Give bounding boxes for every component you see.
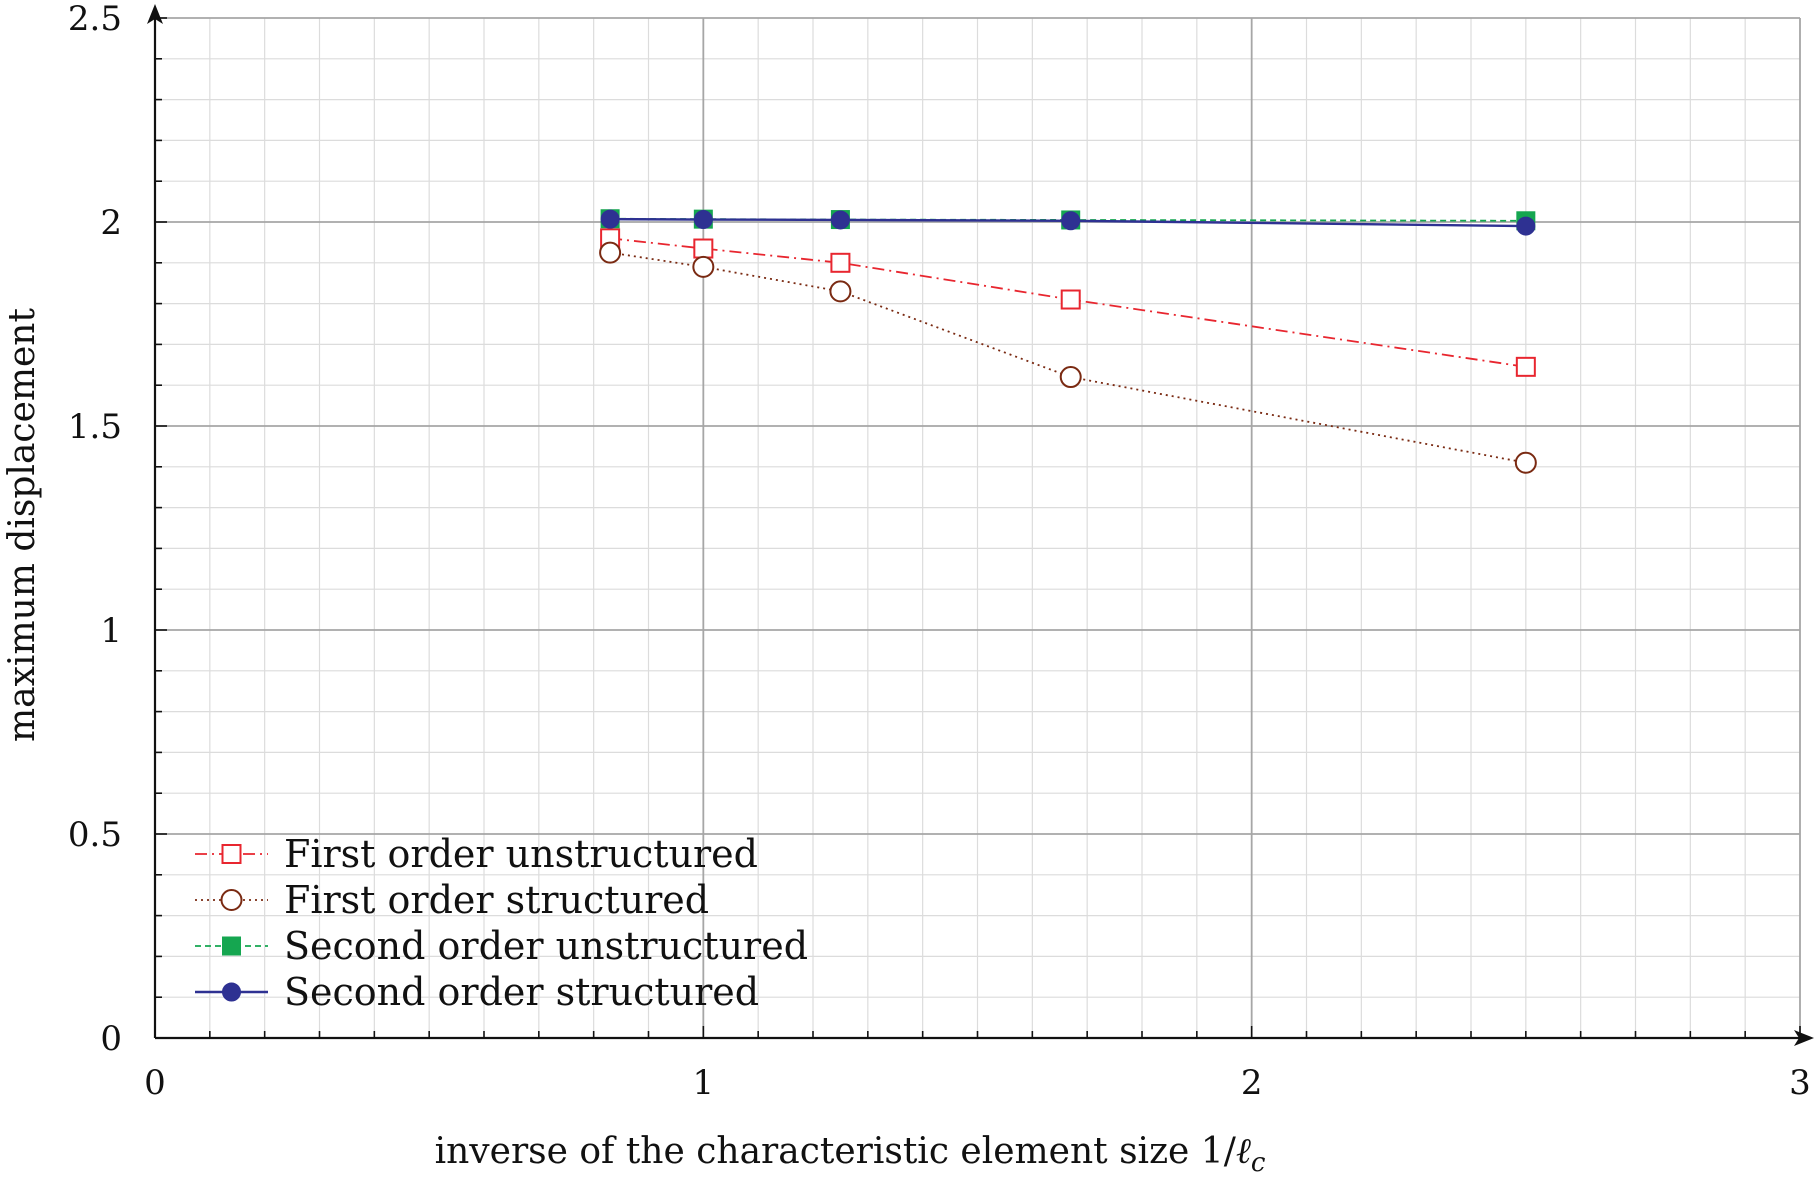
axis-ticks: 0 1 2 3 0 0.5 1 1.5 2 2.5	[68, 0, 1811, 1103]
legend-label: Second order unstructured	[284, 924, 808, 968]
data-point-marker	[693, 210, 713, 230]
x-tick-label: 1	[693, 1063, 715, 1103]
y-tick-label: 0	[100, 1019, 122, 1059]
series-4	[600, 209, 1536, 236]
data-point-marker	[1515, 356, 1536, 377]
legend-label: First order structured	[284, 878, 709, 922]
y-tick-label: 2.5	[68, 0, 122, 39]
y-axis-label: maximum displacement	[2, 308, 43, 742]
data-point-marker	[1061, 211, 1081, 231]
x-axis-arrow	[1794, 1030, 1814, 1046]
legend-marker	[221, 844, 242, 864]
data-point-marker	[829, 280, 852, 303]
data-point-marker	[692, 255, 715, 278]
x-axis-label: inverse of the characteristic element si…	[435, 1131, 1266, 1178]
x-tick-label: 2	[1241, 1063, 1263, 1103]
legend-label: First order unstructured	[284, 832, 758, 876]
data-point-marker	[1059, 366, 1082, 389]
legend-entry-4: Second order structured	[195, 970, 759, 1014]
y-axis-arrow	[147, 4, 163, 24]
data-series	[599, 209, 1537, 474]
data-point-marker	[1516, 216, 1536, 236]
data-point-marker	[693, 238, 714, 259]
legend-marker	[220, 889, 243, 911]
data-point-marker	[1514, 451, 1537, 474]
legend-label: Second order structured	[284, 970, 759, 1014]
series-line	[609, 251, 1526, 464]
legend-entry-3: Second order unstructured	[195, 924, 808, 968]
y-tick-label: 1.5	[68, 407, 122, 447]
data-point-marker	[1060, 289, 1081, 310]
data-point-marker	[830, 210, 850, 230]
series-2	[599, 241, 1537, 474]
data-point-marker	[830, 252, 851, 273]
y-tick-label: 0.5	[68, 815, 122, 855]
legend-marker	[222, 936, 241, 956]
series-line	[610, 237, 1526, 368]
legend-entry-2: First order structured	[195, 878, 709, 922]
series-1	[600, 228, 1536, 377]
x-tick-label: 0	[144, 1063, 166, 1103]
x-tick-label: 3	[1789, 1063, 1811, 1103]
y-tick-label: 1	[100, 611, 122, 651]
legend-marker	[222, 982, 241, 1002]
y-tick-label: 2	[100, 203, 122, 243]
data-point-marker	[600, 209, 620, 229]
legend-entry-1: First order unstructured	[195, 832, 758, 876]
data-point-marker	[599, 241, 622, 264]
